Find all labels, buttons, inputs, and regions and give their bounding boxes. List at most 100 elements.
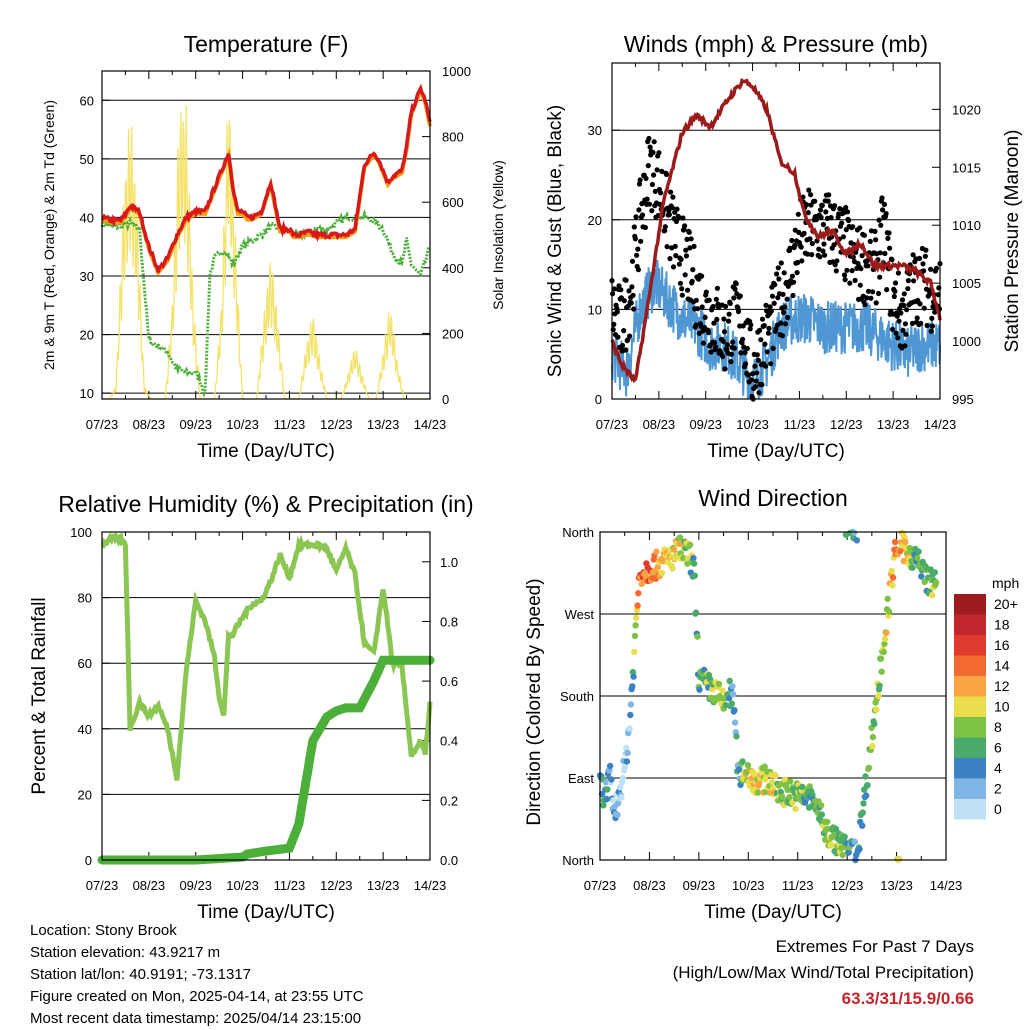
gust-point — [839, 220, 845, 226]
gust-point — [929, 315, 935, 321]
gust-point — [782, 321, 789, 327]
direction-point — [873, 706, 880, 713]
gust-point — [842, 277, 848, 283]
chart-title: Wind Direction — [698, 485, 848, 511]
gust-point — [649, 208, 655, 214]
gust-point — [892, 280, 899, 286]
direction-points — [596, 529, 940, 864]
direction-point — [900, 557, 907, 565]
gust-point — [636, 181, 643, 187]
direction-point — [631, 648, 638, 656]
direction-point — [624, 749, 631, 756]
x-tick-label: 09/23 — [689, 417, 722, 432]
gust-point — [847, 280, 853, 286]
gust-point — [832, 262, 838, 268]
gust-point — [636, 207, 642, 213]
gust-point — [923, 247, 929, 253]
gust-point — [921, 305, 927, 311]
gust-point — [754, 370, 760, 376]
gust-point — [668, 189, 674, 195]
legend-label: 12 — [994, 678, 1010, 694]
gust-point — [768, 361, 774, 367]
legend-label: 16 — [994, 637, 1010, 653]
chart-title: Relative Humidity (%) & Precipitation (i… — [58, 491, 473, 517]
direction-point — [792, 805, 799, 812]
gust-point — [902, 321, 909, 327]
direction-point — [653, 548, 660, 555]
gust-point — [634, 252, 640, 258]
gust-point — [789, 273, 796, 279]
gust-point — [909, 320, 916, 326]
direction-point — [895, 856, 903, 863]
plot-frame — [101, 531, 431, 861]
gust-point — [730, 339, 736, 345]
gust-point — [885, 235, 891, 241]
direction-point — [863, 792, 870, 799]
direction-point — [768, 779, 776, 786]
gust-point — [812, 198, 818, 204]
gust-point — [903, 331, 909, 337]
y-right-tick-label: 995 — [952, 392, 974, 407]
gust-point — [891, 293, 897, 300]
y-tick-label: South — [560, 689, 594, 704]
gust-point — [778, 320, 784, 326]
gust-point — [780, 291, 786, 297]
x-tick-label: 12/23 — [320, 878, 353, 893]
recent-text: Most recent data timestamp: 2025/04/14 2… — [30, 1010, 362, 1027]
gust-point — [651, 172, 657, 178]
gust-point — [832, 203, 838, 209]
direction-point — [696, 686, 703, 693]
gust-point — [928, 328, 934, 334]
x-tick-label: 12/23 — [830, 417, 863, 432]
gust-point — [742, 350, 748, 356]
gust-point — [818, 214, 824, 220]
direction-point — [627, 701, 635, 708]
direction-point — [875, 692, 882, 700]
panel-1: Winds (mph) & Pressure (mb) Time (Day/UTC… — [545, 31, 1023, 462]
gust-point — [642, 224, 649, 231]
gust-point — [784, 296, 790, 302]
direction-point — [881, 635, 889, 643]
gust-point — [902, 343, 908, 349]
gust-point — [714, 316, 720, 322]
gust-point — [806, 187, 812, 193]
gust-point — [817, 254, 823, 260]
gust-point — [771, 300, 777, 306]
direction-point — [617, 784, 624, 791]
y-tick-label: West — [565, 607, 595, 622]
y-right-tick-label: 0.4 — [440, 734, 458, 749]
gust-point — [823, 209, 829, 215]
gust-point — [656, 150, 662, 156]
direction-point — [627, 711, 634, 719]
gust-point — [840, 234, 847, 240]
direction-point — [871, 720, 878, 728]
y-tick-label: North — [562, 525, 594, 540]
direction-point — [889, 582, 896, 589]
gust-point — [664, 244, 670, 250]
direction-point — [828, 841, 835, 848]
gust-point — [720, 353, 726, 360]
direction-point — [787, 778, 794, 785]
gust-point — [740, 336, 746, 342]
x-tick-label: 13/23 — [367, 417, 400, 432]
direction-point — [729, 690, 737, 698]
gust-point — [763, 302, 769, 308]
x-tick-label: 10/23 — [226, 878, 259, 893]
pressure-line — [610, 77, 942, 384]
gust-point — [750, 371, 756, 377]
direction-point — [614, 811, 621, 819]
direction-point — [841, 833, 848, 840]
x-tick-label: 10/23 — [732, 878, 765, 893]
gust-point — [610, 327, 616, 333]
gust-point — [618, 287, 624, 293]
gust-point — [868, 295, 874, 301]
direction-point — [884, 595, 891, 602]
gust-point — [918, 320, 924, 326]
gust-point — [666, 208, 672, 214]
legend-swatch — [954, 778, 986, 799]
y-right-tick-label: 0.2 — [440, 793, 458, 808]
gust-point — [737, 293, 743, 299]
gust-point — [689, 278, 695, 284]
direction-point — [654, 563, 661, 571]
gust-point — [844, 209, 851, 215]
